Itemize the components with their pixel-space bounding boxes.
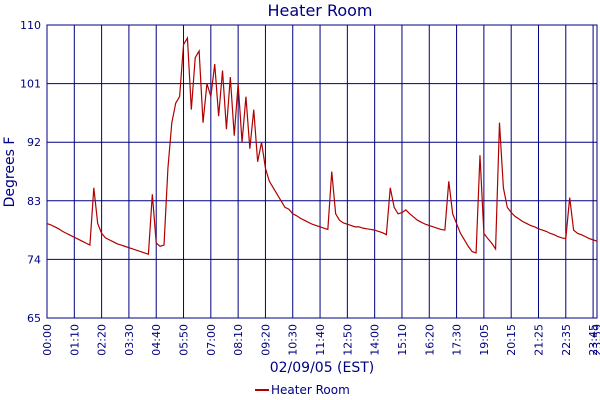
x-axis-label: 02/09/05 (EST) (270, 360, 375, 376)
y-tick-label: 83 (27, 195, 41, 208)
plot-area (46, 24, 598, 319)
x-tick-label: 10:30 (287, 324, 300, 356)
y-tick-label: 101 (20, 78, 41, 91)
legend-label: Heater Room (271, 383, 350, 397)
x-tick-label: 23:59 (591, 324, 600, 356)
x-tick-label: 11:40 (314, 324, 327, 356)
x-tick-label: 03:30 (123, 324, 136, 356)
x-tick-label: 00:00 (41, 324, 54, 356)
x-tick-label: 22:35 (560, 324, 573, 356)
x-tick-label: 15:10 (396, 324, 409, 356)
x-tick-label: 17:30 (451, 324, 464, 356)
x-tick-label: 01:10 (68, 324, 81, 356)
y-tick-label: 110 (20, 19, 41, 32)
y-tick-label: 65 (27, 312, 41, 325)
y-axis-label: Degrees F (2, 137, 18, 208)
x-tick-label: 16:20 (423, 324, 436, 356)
x-tick-label: 14:00 (369, 324, 382, 356)
x-tick-label: 12:50 (341, 324, 354, 356)
x-tick-label: 21:25 (532, 324, 545, 356)
y-tick-label: 74 (27, 253, 41, 266)
x-tick-label: 07:00 (205, 324, 218, 356)
data-line (46, 36, 598, 256)
x-tick-label: 08:10 (232, 324, 245, 356)
x-tick-label: 04:40 (150, 324, 163, 356)
x-tick-label: 23:45 (587, 324, 600, 356)
x-tick-label: 02:20 (96, 324, 109, 356)
x-tick-label: 20:15 (505, 324, 518, 356)
x-tick-label: 19:05 (478, 324, 491, 356)
y-tick-label: 92 (27, 136, 41, 149)
x-tick-label: 05:50 (178, 324, 191, 356)
x-tick-label: 09:20 (259, 324, 272, 356)
chart-title: Heater Room (267, 1, 372, 20)
